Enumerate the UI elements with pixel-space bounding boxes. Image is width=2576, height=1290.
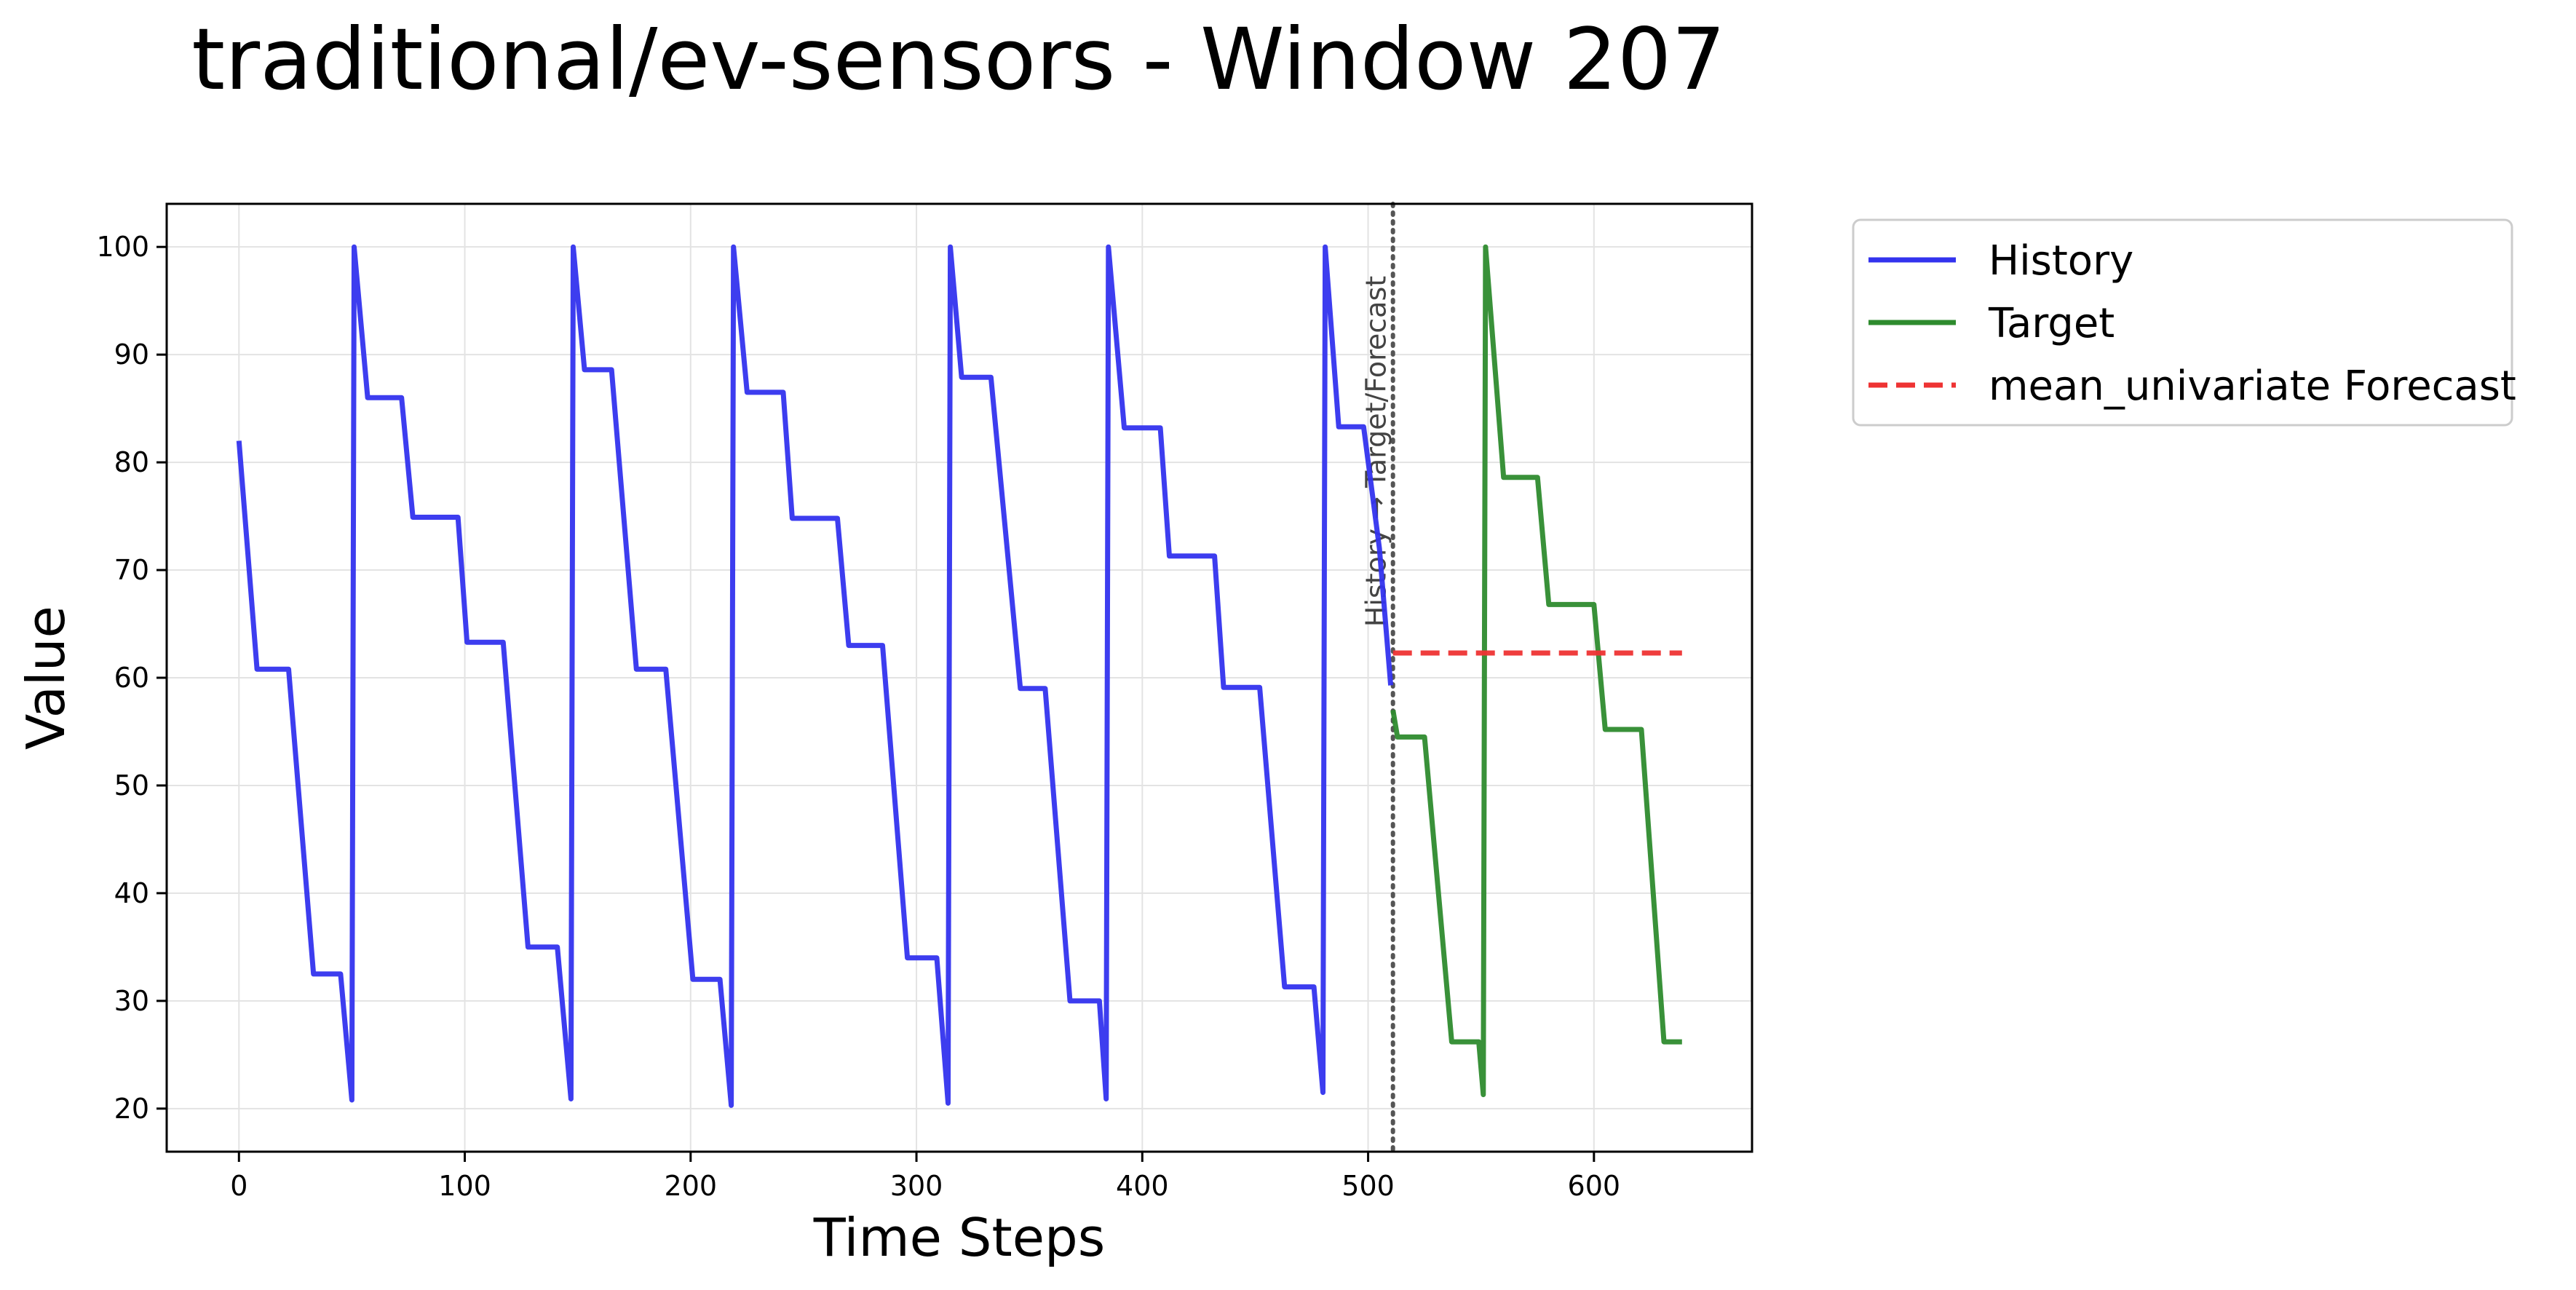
y-axis-label: Value	[15, 606, 76, 750]
y-tick-label-30: 30	[114, 985, 149, 1017]
x-tick-label-200: 200	[665, 1170, 718, 1202]
x-tick-label-0: 0	[230, 1170, 247, 1202]
y-tick-label-50: 50	[114, 769, 149, 802]
x-axis-ticks: 0 100 200 300 400 500 600	[230, 1152, 1620, 1202]
y-tick-label-70: 70	[114, 554, 149, 586]
legend-box	[1852, 218, 2513, 427]
grid	[167, 204, 1752, 1152]
chart-title: traditional/ev-sensors - Window 207	[191, 9, 1726, 109]
y-tick-label-100: 100	[96, 231, 149, 263]
x-tick-label-100: 100	[438, 1170, 491, 1202]
series-lines	[236, 244, 1682, 1108]
x-tick-label-600: 600	[1568, 1170, 1621, 1202]
y-tick-label-90: 90	[114, 339, 149, 371]
y-tick-label-20: 20	[114, 1093, 149, 1125]
y-axis-ticks: 20 30 40 50 60 70 80 90 100	[96, 231, 167, 1125]
legend-label-1: Target	[1988, 300, 2115, 347]
series-line-1	[1390, 244, 1682, 1098]
legend-label-2: mean_univariate Forecast	[1989, 363, 2516, 410]
series-line-0	[236, 244, 1394, 1108]
y-tick-label-40: 40	[114, 877, 149, 909]
x-tick-label-500: 500	[1341, 1170, 1395, 1202]
legend: History Target mean_univariate Forecast	[1852, 218, 2516, 427]
y-tick-label-80: 80	[114, 446, 149, 478]
x-tick-label-300: 300	[890, 1170, 943, 1202]
x-tick-label-400: 400	[1116, 1170, 1169, 1202]
x-axis-label: Time Steps	[813, 1207, 1106, 1268]
legend-label-0: History	[1989, 237, 2133, 285]
y-tick-label-60: 60	[114, 662, 149, 694]
